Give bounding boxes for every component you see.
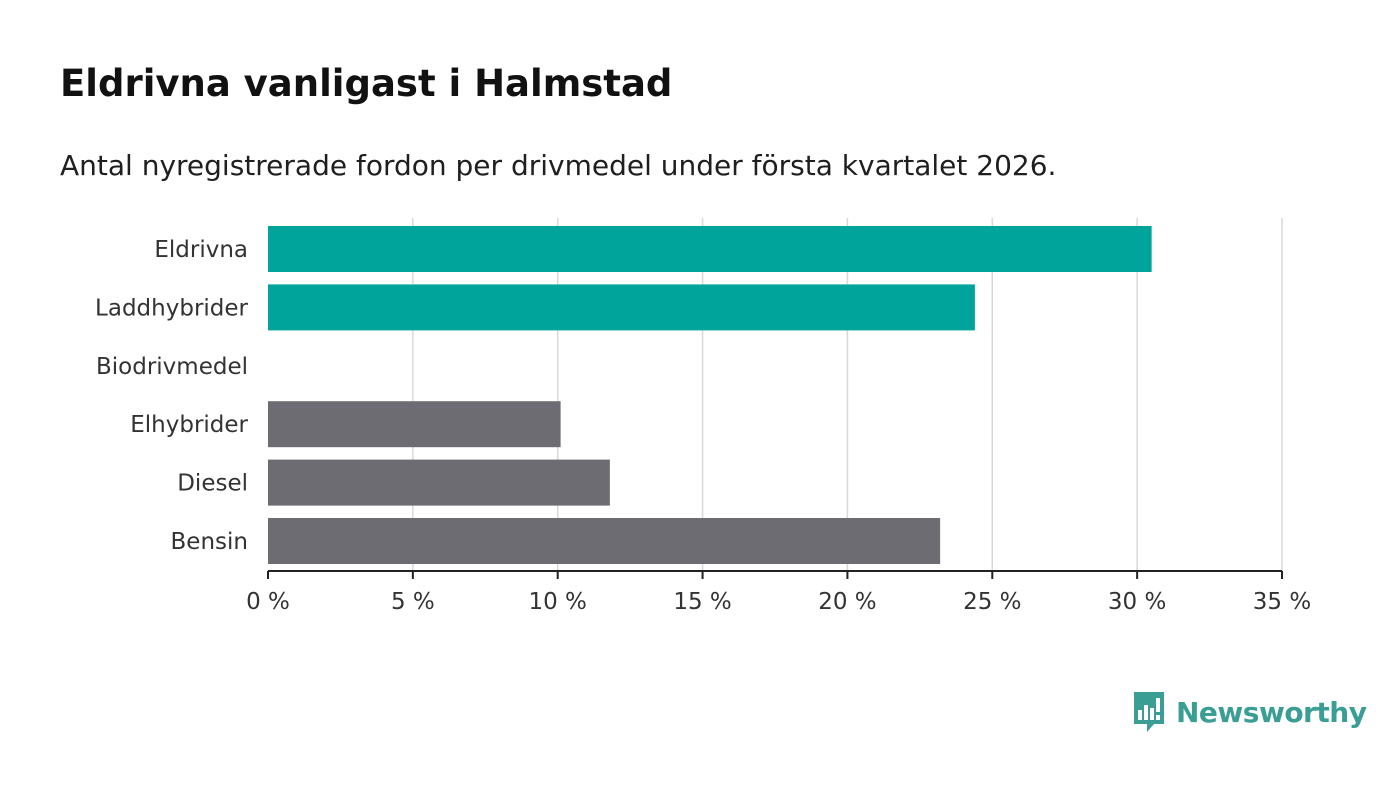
category-labels: Eldrivna Laddhybrider Biodrivmedel Elhybrid… bbox=[95, 237, 248, 555]
x-tick-label: 35 % bbox=[1253, 589, 1311, 615]
category-label: Diesel bbox=[177, 471, 248, 497]
bar-diesel bbox=[268, 459, 610, 506]
newsworthy-logo: Newsworthy bbox=[1132, 690, 1367, 734]
chart-title: Eldrivna vanligast i Halmstad bbox=[60, 62, 673, 105]
category-label: Laddhybrider bbox=[95, 295, 248, 321]
x-tick-label: 0 % bbox=[246, 589, 290, 615]
gridlines bbox=[412, 218, 1283, 571]
bar-laddhybrider bbox=[268, 284, 975, 331]
x-tick-label: 20 % bbox=[818, 589, 876, 615]
category-label: Biodrivmedel bbox=[96, 354, 248, 380]
newsworthy-chart-bubble-icon bbox=[1134, 692, 1164, 732]
category-label: Elhybrider bbox=[130, 412, 248, 438]
bar-eldrivna bbox=[268, 226, 1152, 272]
bar-elhybrider bbox=[268, 401, 561, 448]
x-tick-label: 10 % bbox=[528, 589, 586, 615]
x-tick-label: 5 % bbox=[391, 589, 435, 615]
x-tick-label: 30 % bbox=[1108, 589, 1166, 615]
logo-text: Newsworthy bbox=[1176, 695, 1367, 729]
x-axis: 0 % 5 % 10 % 15 % 20 % 25 % 30 % 35 % bbox=[246, 570, 1311, 615]
x-tick-label: 15 % bbox=[673, 589, 731, 615]
x-tick-label: 25 % bbox=[963, 589, 1021, 615]
bars bbox=[268, 226, 1152, 564]
bar-bensin bbox=[268, 518, 941, 564]
category-label: Eldrivna bbox=[154, 237, 248, 263]
chart-subtitle: Antal nyregistrerade fordon per drivmede… bbox=[60, 149, 1057, 182]
category-label: Bensin bbox=[171, 529, 248, 555]
